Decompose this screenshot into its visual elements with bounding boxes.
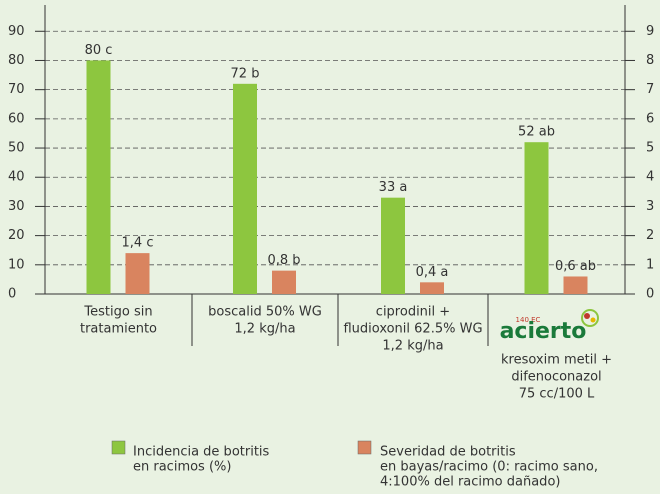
x-tick-label: Testigo sin xyxy=(83,305,152,320)
value-label: 72 b xyxy=(231,66,260,81)
x-tick-label: difenoconazol xyxy=(511,370,601,385)
x-tick-label: 1,2 kg/ha xyxy=(382,339,443,354)
y2-tick-label: 2 xyxy=(646,228,654,243)
y2-tick-label: 7 xyxy=(646,82,654,97)
legend-label: 4:100% del racimo dañado) xyxy=(380,475,560,490)
value-label: 0,8 b xyxy=(267,253,300,268)
logo-icon xyxy=(581,309,599,327)
legend-label: Incidencia de botritis xyxy=(133,445,270,460)
y2-tick-label: 9 xyxy=(646,24,654,39)
x-tick-label: boscalid 50% WG xyxy=(208,305,322,320)
x-tick-label: ciprodinil + xyxy=(376,305,450,320)
value-label: 52 ab xyxy=(518,125,555,140)
legend-label: en racimos (%) xyxy=(133,460,231,475)
y2-tick-label: 3 xyxy=(646,199,654,214)
logo-sub: 140 EC xyxy=(516,316,541,324)
y-tick-label: 40 xyxy=(8,170,25,185)
logo-dot xyxy=(590,317,596,323)
y2-tick-label: 5 xyxy=(646,141,654,156)
y2-tick-label: 8 xyxy=(646,53,654,68)
logo: acierto xyxy=(500,319,587,344)
y-tick-label: 20 xyxy=(8,228,25,243)
y2-tick-label: 0 xyxy=(646,287,654,302)
x-tick-label: fludioxonil 62.5% WG xyxy=(343,322,482,337)
y-tick-label: 90 xyxy=(8,24,25,39)
bar xyxy=(524,142,549,294)
legend-swatch xyxy=(357,440,372,455)
legend-swatch xyxy=(111,440,126,455)
logo-dot xyxy=(584,313,590,319)
y-tick-label: 10 xyxy=(8,257,25,272)
y-tick-label: 0 xyxy=(8,287,16,302)
value-label: 33 a xyxy=(379,180,408,195)
legend-label: Severidad de botritis xyxy=(380,445,516,460)
bar xyxy=(420,282,444,294)
legend-label: en bayas/racimo (0: racimo sano, xyxy=(380,460,598,475)
value-label: 0,4 a xyxy=(416,265,449,280)
bar xyxy=(86,60,111,294)
y-tick-label: 30 xyxy=(8,199,25,214)
value-label: 80 c xyxy=(85,43,113,58)
y-tick-label: 70 xyxy=(8,82,25,97)
y2-tick-label: 6 xyxy=(646,111,654,126)
x-tick-label: 75 cc/100 L xyxy=(519,387,595,402)
x-tick-label: 1,2 kg/ha xyxy=(234,322,295,337)
y2-tick-label: 1 xyxy=(646,257,654,272)
bar xyxy=(233,83,257,295)
y-tick-label: 50 xyxy=(8,141,25,156)
bar xyxy=(563,276,588,294)
bar xyxy=(381,197,405,294)
y-tick-label: 80 xyxy=(8,53,25,68)
value-label: 1,4 c xyxy=(122,236,154,251)
x-tick-label: kresoxim metil + xyxy=(501,353,612,368)
bar xyxy=(125,253,150,294)
value-label: 0,6 ab xyxy=(555,259,596,274)
bar xyxy=(272,270,296,294)
y2-tick-label: 4 xyxy=(646,170,654,185)
y-tick-label: 60 xyxy=(8,111,25,126)
x-tick-label: tratamiento xyxy=(80,322,157,337)
